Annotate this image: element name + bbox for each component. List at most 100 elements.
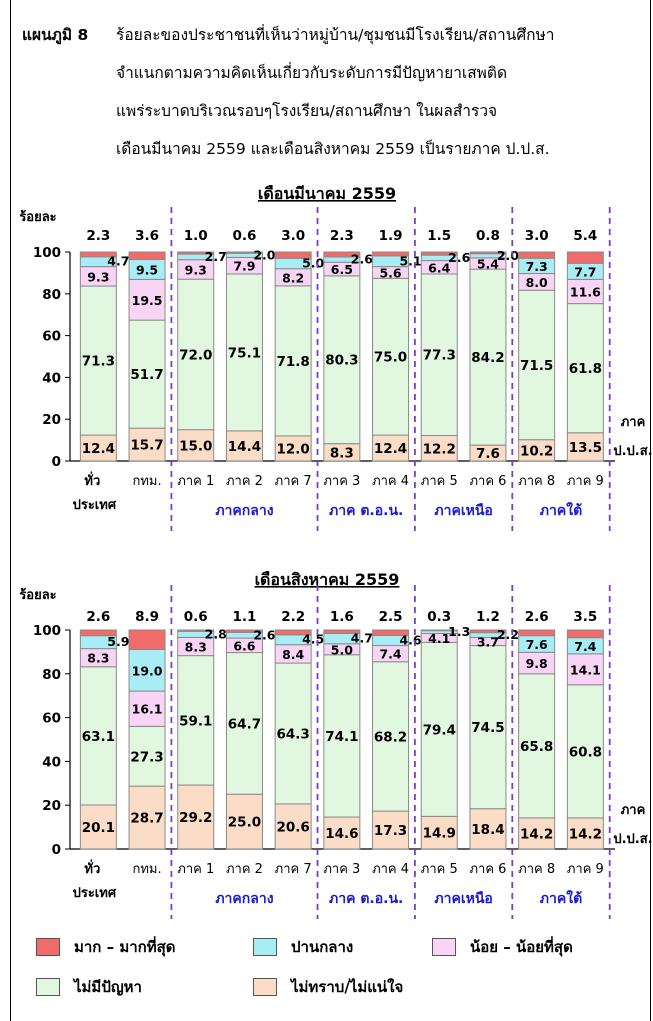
c2-bar-high: [128, 629, 166, 650]
c1-data-label-high: 0.6: [232, 228, 256, 244]
c1-bar-none: [128, 319, 166, 429]
c2-data-label-high: 3.5: [573, 609, 597, 625]
c1-data-label-low: 5.4: [477, 256, 499, 271]
c2-category-label: ภาค 8: [518, 862, 555, 877]
c2-bar-high: [79, 629, 117, 637]
c2-bar-high: [518, 629, 556, 637]
c2-bar-high: [566, 629, 604, 639]
legend-item-medium: ปานกลาง: [253, 935, 353, 959]
c2-data-label-low: 8.4: [282, 647, 304, 662]
c2-data-label-unsure: 25.0: [228, 815, 261, 831]
legend-label-medium: ปานกลาง: [291, 938, 354, 956]
c1-data-label-none: 80.3: [325, 353, 358, 369]
c2-bar-high: [469, 629, 507, 634]
c1-data-label-high: 5.4: [573, 228, 597, 244]
c2-y-tick-label: 60: [42, 711, 61, 727]
c1-data-label-none: 71.3: [82, 354, 115, 370]
c1-data-label-high: 2.3: [86, 228, 110, 244]
c1-group-label: ภาคใต้: [540, 501, 582, 519]
c2-bar-none: [518, 673, 556, 819]
c2-data-label-high: 8.9: [135, 609, 159, 625]
c1-data-label-low: 6.4: [428, 260, 450, 275]
c1-category-label: ภาค 3: [323, 474, 360, 489]
c2-data-label-none: 65.8: [520, 739, 553, 755]
c1-data-label-unsure: 12.0: [276, 441, 309, 457]
c2-bar-medium: [128, 648, 166, 692]
legend-label-unsure: ไม่ทราบ/ไม่แน่ใจ: [291, 978, 404, 996]
legend-item-high: มาก – มากที่สุด: [36, 935, 176, 959]
c1-data-label-high: 1.9: [379, 228, 403, 244]
c1-data-label-none: 75.1: [228, 345, 261, 361]
c2-data-label-low: 6.6: [233, 638, 255, 653]
legend-swatch-none: [36, 978, 60, 996]
c2-data-label-medium: 7.6: [526, 637, 548, 652]
c2-data-label-unsure: 28.7: [130, 811, 163, 827]
c2-bar-unsure: [566, 817, 604, 850]
c1-data-label-medium: 7.7: [574, 264, 596, 279]
c2-data-label-high: 1.1: [232, 609, 256, 625]
c1-y-axis-label: ร้อยละ: [19, 209, 56, 225]
c1-data-label-high: 3.0: [525, 228, 549, 244]
legend-item-unsure: ไม่ทราบ/ไม่แน่ใจ: [253, 975, 403, 999]
c1-category-label: ภาค 4: [372, 474, 409, 489]
c1-data-label-none: 71.8: [276, 354, 309, 370]
c1-data-label-none: 84.2: [471, 350, 504, 366]
c2-bar-high: [420, 629, 458, 632]
c1-bar-high: [469, 251, 507, 255]
c1-bar-unsure: [225, 430, 263, 462]
c2-bar-none: [372, 661, 410, 812]
c1-bar-unsure: [372, 434, 410, 462]
c2-data-label-none: 60.8: [569, 744, 602, 760]
figure-title-line-1: ร้อยละของประชาชนที่เห็นว่าหมู่บ้าน/ชุมชน…: [116, 26, 555, 44]
c2-bar-high: [274, 629, 312, 636]
c2-data-label-medium: 1.3: [448, 624, 470, 639]
c1-bar-none: [372, 277, 410, 436]
c1-data-label-medium: 2.6: [351, 252, 373, 267]
c1-data-label-high: 3.0: [281, 228, 305, 244]
c2-data-label-medium: 4.7: [351, 631, 373, 646]
legend: มาก – มากที่สุด ปานกลาง น้อย – น้อยที่สุ…: [36, 935, 636, 1015]
c2-data-label-high: 0.6: [184, 609, 208, 625]
c2-data-label-unsure: 20.1: [82, 820, 115, 836]
legend-swatch-low: [432, 938, 456, 956]
c2-bar-unsure: [420, 815, 458, 850]
c2-data-label-low: 4.1: [428, 631, 450, 646]
c2-data-label-medium: 4.5: [302, 632, 324, 647]
c1-bar-high: [128, 251, 166, 261]
c1-data-label-low: 6.5: [331, 262, 353, 277]
c2-data-label-low: 3.7: [477, 634, 499, 649]
c2-bar-none: [323, 654, 361, 818]
c1-bar-unsure: [177, 429, 215, 462]
c1-group-label: ภาค ต.อ.น.: [329, 503, 403, 519]
c2-data-label-unsure: 14.2: [520, 826, 553, 842]
c2-data-label-unsure: 29.2: [179, 810, 212, 826]
c1-data-label-medium: 5.0: [302, 255, 324, 270]
c1-y-tick-label: 20: [42, 412, 61, 428]
c1-data-label-high: 0.8: [476, 228, 500, 244]
c2-category-label: ภาค 6: [469, 862, 506, 877]
c2-bar-high: [372, 629, 410, 636]
c2-data-label-none: 68.2: [374, 729, 407, 745]
c1-y-tick-label: 80: [42, 287, 61, 303]
c2-data-label-low: 16.1: [132, 702, 163, 717]
c1-category-label: ประเทศ: [73, 498, 117, 513]
c1-data-label-medium: 7.3: [526, 259, 548, 274]
legend-item-none: ไม่มีปัญหา: [36, 975, 142, 999]
c2-bar-none: [177, 655, 215, 786]
legend-swatch-medium: [253, 938, 277, 956]
c1-bar-none: [323, 275, 361, 445]
c1-y-tick-label: 100: [33, 245, 61, 261]
c1-data-label-unsure: 13.5: [569, 440, 602, 456]
c1-data-label-unsure: 14.4: [228, 439, 261, 455]
c2-data-label-high: 2.6: [86, 609, 110, 625]
c2-data-label-high: 0.3: [427, 609, 451, 625]
figure-label: แผนภูมิ 8: [22, 26, 89, 44]
c1-data-label-unsure: 10.2: [520, 443, 553, 459]
c2-data-label-high: 1.2: [476, 609, 500, 625]
c1-bar-none: [79, 285, 117, 436]
c2-data-label-low: 14.1: [570, 662, 601, 677]
c2-bar-unsure: [518, 817, 556, 850]
figure-title-line-3: แพร่ระบาดบริเวณรอบๆโรงเรียน/สถานศึกษา ใน…: [116, 102, 498, 120]
c1-data-label-unsure: 12.4: [82, 441, 115, 457]
c1-data-label-none: 75.0: [374, 350, 407, 366]
